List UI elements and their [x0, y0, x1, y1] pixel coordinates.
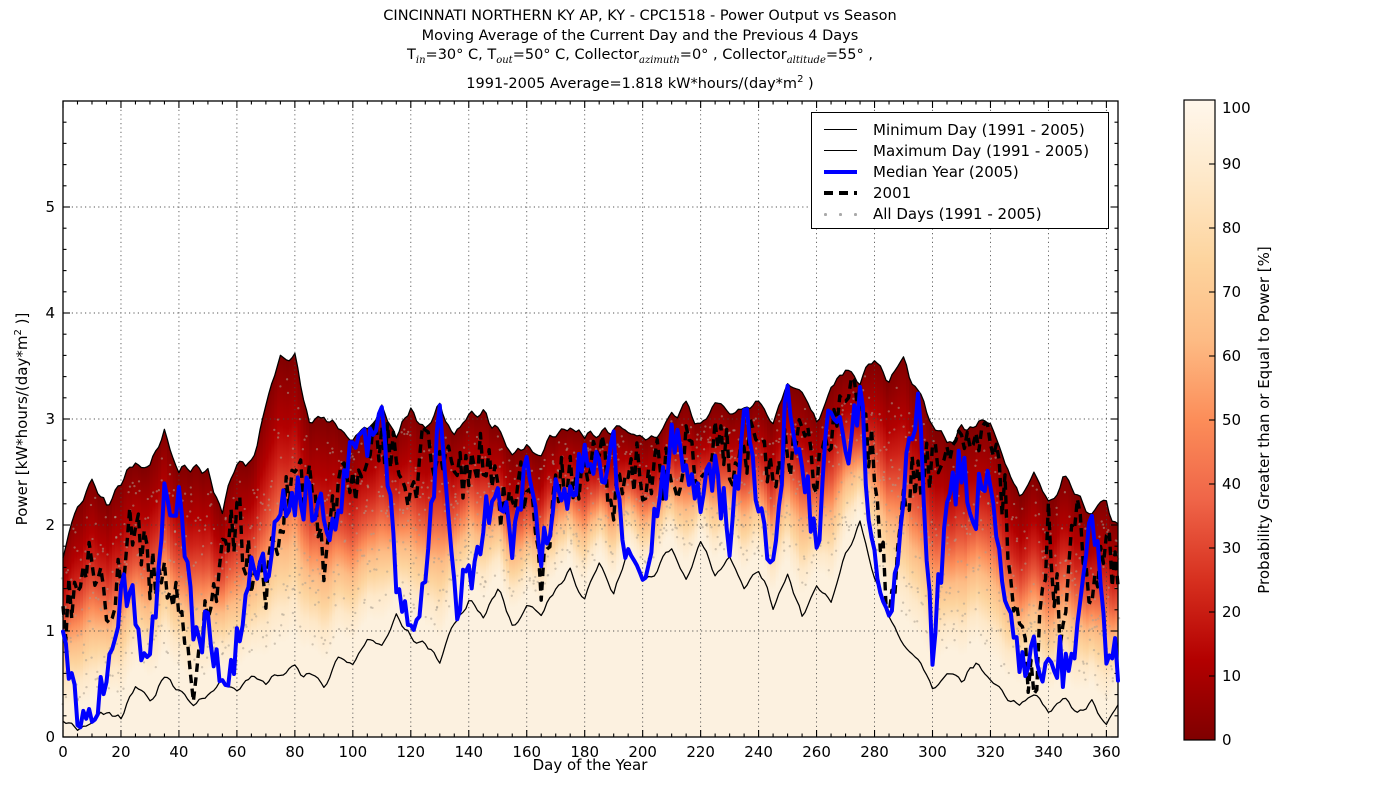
svg-text:50: 50 — [1222, 411, 1241, 429]
svg-text:280: 280 — [860, 743, 889, 761]
svg-text:140: 140 — [454, 743, 483, 761]
svg-text:30: 30 — [1222, 539, 1241, 557]
y-tick-labels: 0 1 2 3 4 5 — [45, 198, 55, 746]
y-axis-label: Power [kW*hours/(day*m2 )] — [13, 312, 31, 526]
svg-text:0: 0 — [58, 743, 68, 761]
svg-text:0: 0 — [45, 728, 55, 746]
legend-item-minimum-day: Minimum Day (1991 - 2005) — [824, 119, 1108, 140]
svg-text:70: 70 — [1222, 283, 1241, 301]
svg-text:320: 320 — [976, 743, 1005, 761]
svg-text:220: 220 — [686, 743, 715, 761]
probability-gradient-columns — [62, 353, 1119, 731]
svg-text:3: 3 — [45, 410, 55, 428]
colorbar-tick-labels: 0 10 20 30 40 50 60 70 80 90 100 — [1222, 99, 1251, 749]
svg-text:240: 240 — [744, 743, 773, 761]
svg-text:160: 160 — [512, 743, 541, 761]
svg-text:300: 300 — [918, 743, 947, 761]
svg-text:0: 0 — [1222, 731, 1232, 749]
maximum-day-line — [62, 352, 1119, 559]
svg-text:200: 200 — [628, 743, 657, 761]
svg-text:360: 360 — [1092, 743, 1121, 761]
svg-text:100: 100 — [1222, 99, 1251, 117]
legend-marker-thin-line — [824, 150, 857, 152]
svg-text:60: 60 — [227, 743, 246, 761]
x-tick-labels: 0 20 40 60 80 100 120 140 160 180 200 220 240 260 280 3… — [58, 743, 1121, 761]
legend-item-maximum-day: Maximum Day (1991 - 2005) — [824, 140, 1108, 161]
svg-text:120: 120 — [396, 743, 425, 761]
title-line-4: 1991-2005 Average=1.818 kW*hours/(day*m2… — [466, 74, 814, 93]
median-year-line — [61, 383, 1120, 730]
title-line-2: Moving Average of the Current Day and th… — [421, 27, 859, 44]
legend-marker-thin-line — [824, 129, 857, 131]
legend-label: Maximum Day (1991 - 2005) — [873, 141, 1090, 160]
legend-label: 2001 — [873, 184, 912, 203]
legend-marker-dashed-line — [824, 191, 857, 196]
svg-text:80: 80 — [285, 743, 304, 761]
legend-marker-blue-line — [824, 169, 857, 174]
svg-text:340: 340 — [1034, 743, 1063, 761]
svg-text:40: 40 — [169, 743, 188, 761]
svg-text:20: 20 — [111, 743, 130, 761]
chart-title-block: CINCINNATI NORTHERN KY AP, KY - CPC1518 … — [0, 7, 1280, 95]
x-axis-label: Day of the Year — [532, 756, 648, 774]
legend-label: Median Year (2005) — [873, 162, 1019, 181]
colorbar-label: Probability Greater than or Equal to Pow… — [1255, 246, 1273, 594]
legend-label: All Days (1991 - 2005) — [873, 205, 1042, 224]
title-line-1: CINCINNATI NORTHERN KY AP, KY - CPC1518 … — [383, 8, 897, 24]
svg-text:260: 260 — [802, 743, 831, 761]
legend-item-median-year: Median Year (2005) — [824, 161, 1108, 182]
svg-text:100: 100 — [339, 743, 368, 761]
title-line-3: Tin=30° C, Tout=50° C, Collectorazimuth=… — [407, 47, 873, 66]
svg-text:40: 40 — [1222, 475, 1241, 493]
legend-marker-dots — [824, 212, 857, 216]
svg-text:180: 180 — [570, 743, 599, 761]
svg-text:4: 4 — [45, 304, 55, 322]
svg-text:2: 2 — [45, 516, 55, 534]
svg-text:1: 1 — [45, 622, 55, 640]
svg-text:60: 60 — [1222, 347, 1241, 365]
legend-item-2001: 2001 — [824, 183, 1108, 204]
svg-text:20: 20 — [1222, 603, 1241, 621]
legend-item-all-days: All Days (1991 - 2005) — [824, 204, 1108, 225]
svg-text:10: 10 — [1222, 667, 1241, 685]
legend-label: Minimum Day (1991 - 2005) — [873, 120, 1085, 139]
svg-text:80: 80 — [1222, 219, 1241, 237]
minimum-day-line — [62, 520, 1119, 731]
colorbar: 0 10 20 30 40 50 60 70 80 90 100 — [1183, 99, 1251, 749]
legend: Minimum Day (1991 - 2005) Maximum Day (1… — [811, 112, 1109, 229]
svg-text:90: 90 — [1222, 155, 1241, 173]
svg-text:5: 5 — [45, 198, 55, 216]
